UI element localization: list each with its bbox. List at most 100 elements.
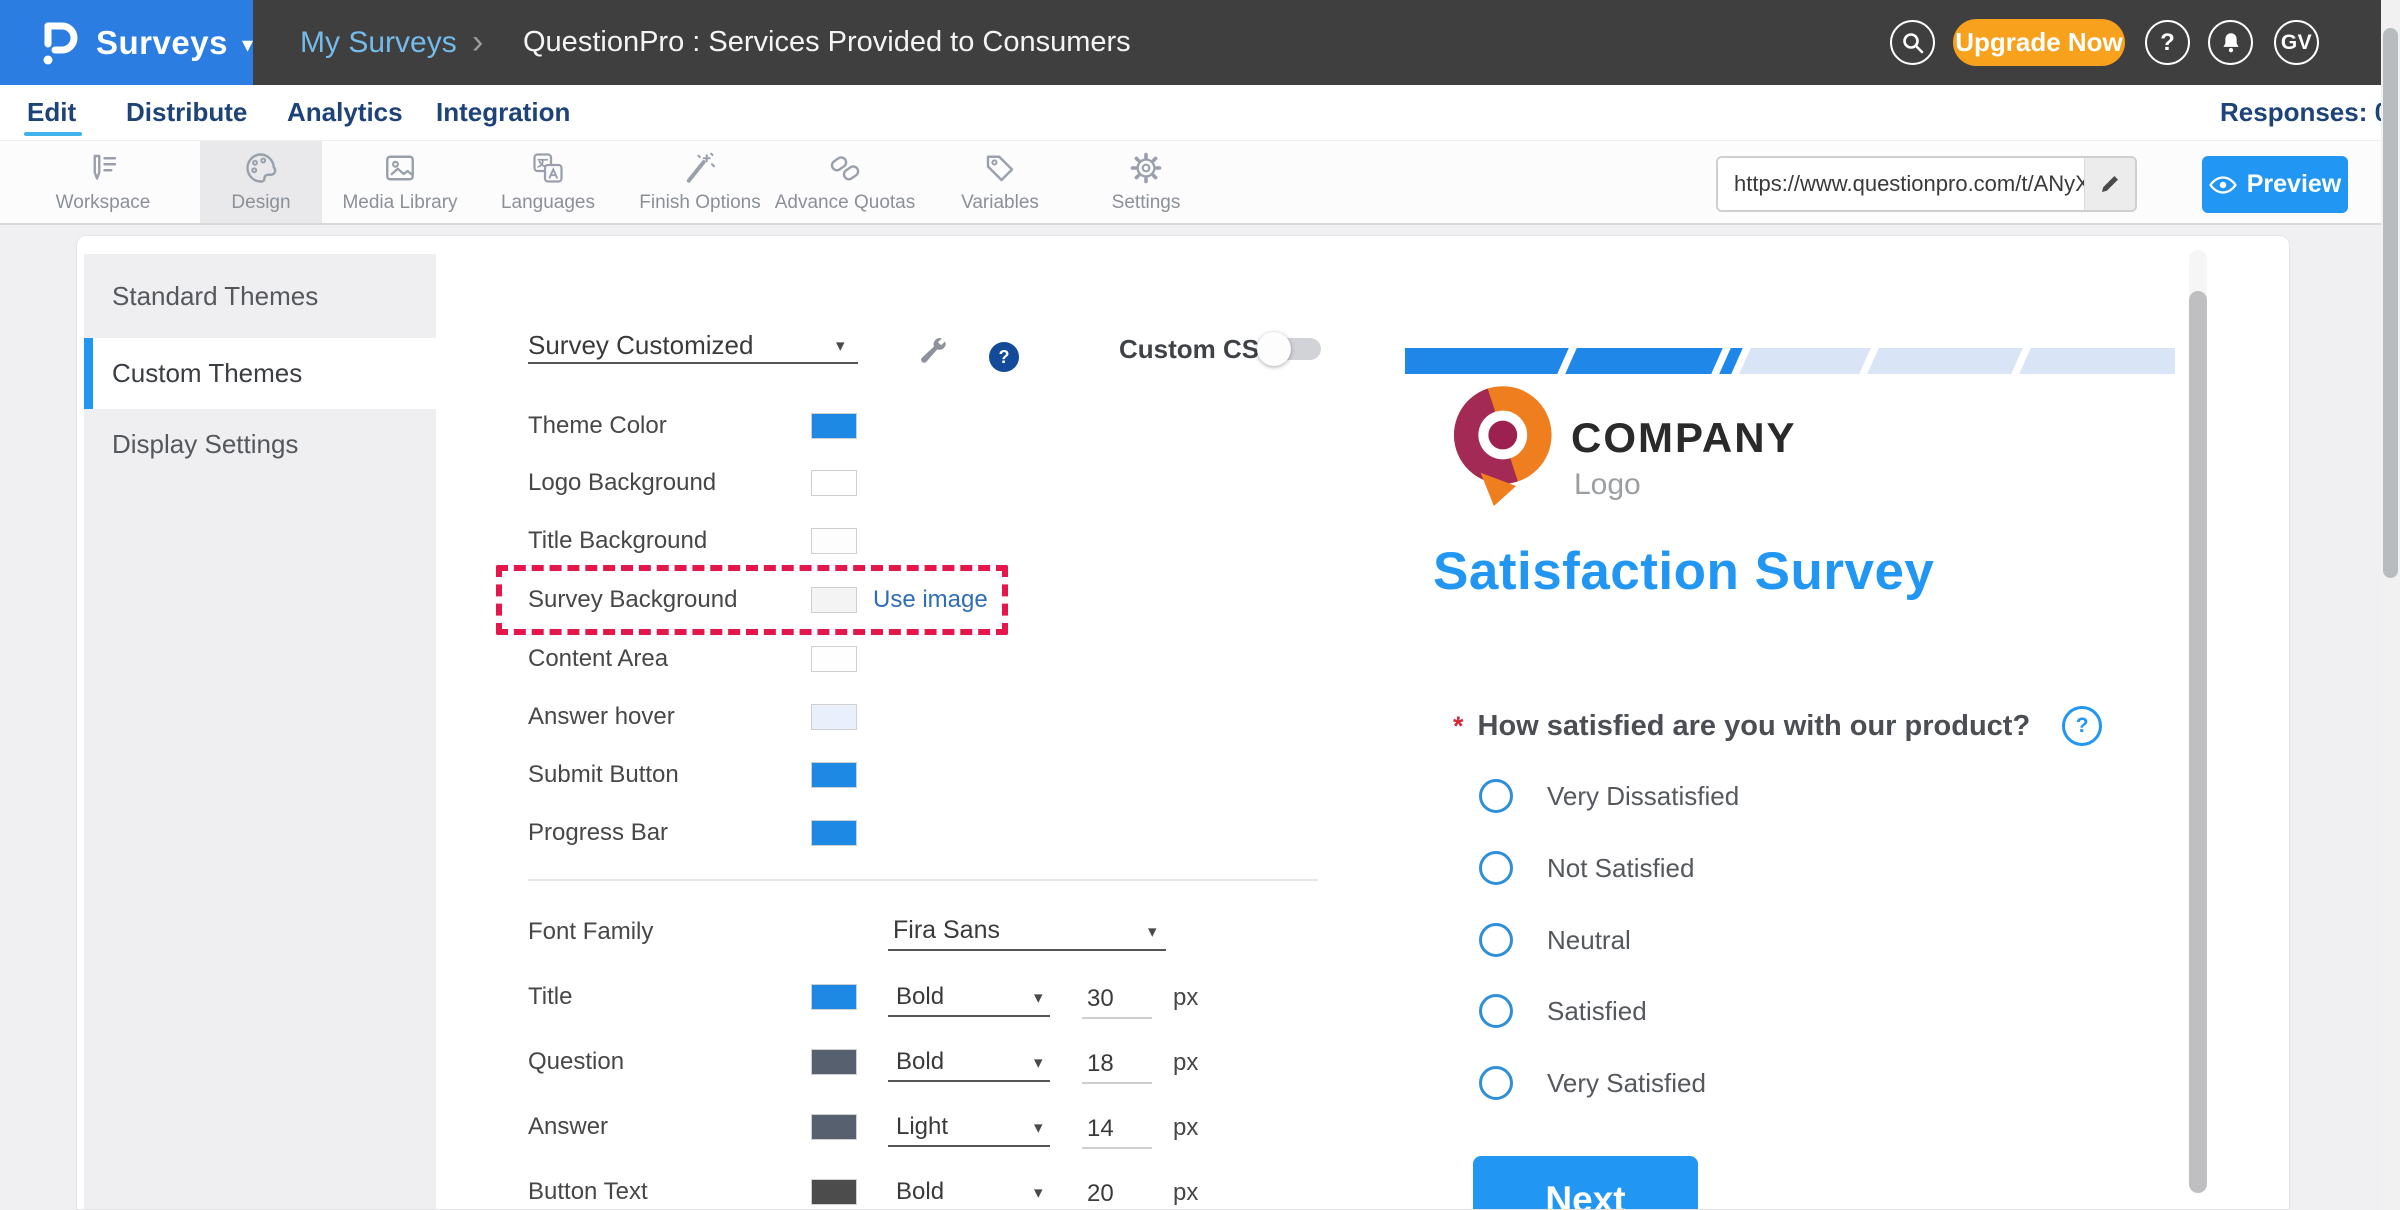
- search-icon: [1902, 32, 1923, 53]
- question-color-swatch[interactable]: [811, 1049, 857, 1075]
- answer-option-row: Not Satisfied: [1479, 851, 1694, 885]
- tag-icon: [986, 155, 1014, 182]
- tab-integration[interactable]: Integration: [436, 97, 571, 127]
- toolbar-item-advance-quotas[interactable]: Advance Quotas: [767, 141, 923, 223]
- chevron-down-icon: ▾: [1034, 1183, 1043, 1202]
- sidebar-item-custom-themes[interactable]: Custom Themes: [84, 338, 436, 409]
- color-row-label: Logo Background: [528, 469, 717, 496]
- chain-links-icon: [830, 156, 860, 181]
- submit-button-swatch[interactable]: [811, 762, 857, 788]
- themes-sidebar: Standard Themes Custom Themes Display Se…: [84, 254, 436, 1209]
- answer-hover-swatch[interactable]: [811, 704, 857, 730]
- radio-button[interactable]: [1479, 851, 1513, 885]
- toolbar-item-workspace[interactable]: Workspace: [33, 141, 173, 223]
- toolbar-item-languages[interactable]: Languages: [478, 141, 618, 223]
- font-row-label: Question: [528, 1048, 625, 1075]
- title-weight-select[interactable]: Bold ▾: [896, 983, 1066, 1011]
- page-scrollbar-thumb[interactable]: [2383, 28, 2398, 578]
- breadcrumb-my-surveys[interactable]: My Surveys: [300, 25, 457, 59]
- highlight-annotation-box: [496, 565, 1008, 635]
- toolbar-item-media-library[interactable]: Media Library: [330, 141, 470, 223]
- help-button[interactable]: ?: [2145, 20, 2190, 65]
- preview-button[interactable]: Preview: [2202, 156, 2348, 213]
- responses-count: Responses: 0: [2220, 97, 2390, 127]
- answer-color-swatch[interactable]: [811, 1114, 857, 1140]
- button-text-size-input[interactable]: 20: [1087, 1180, 1114, 1207]
- avatar[interactable]: GV: [2274, 20, 2319, 65]
- font-row-label: Button Text: [528, 1178, 648, 1205]
- notifications-button[interactable]: [2208, 20, 2253, 65]
- surveys-product-menu[interactable]: Surveys ▾: [0, 0, 253, 85]
- active-item-indicator: [84, 338, 93, 409]
- custom-css-toggle[interactable]: [1257, 328, 1327, 368]
- theme-help-button[interactable]: ?: [989, 342, 1019, 372]
- font-row-label: Title: [528, 983, 573, 1010]
- toolbar-item-label: Workspace: [55, 192, 151, 213]
- company-logo-title: COMPANY: [1571, 414, 1797, 461]
- theme-color-swatch[interactable]: [811, 413, 857, 439]
- survey-preview-title: Satisfaction Survey: [1433, 542, 1935, 601]
- gear-icon: [1130, 152, 1162, 184]
- font-family-underline: [888, 949, 1166, 951]
- custom-css-label: Custom CSS: [1119, 334, 1277, 364]
- survey-background-swatch[interactable]: [811, 587, 857, 613]
- toolbar-item-finish-options[interactable]: Finish Options: [622, 141, 778, 223]
- preview-button-label: Preview: [2246, 170, 2342, 198]
- answer-option-row: Very Dissatisfied: [1479, 779, 1739, 813]
- questionpro-logo-icon: [43, 22, 78, 64]
- survey-progress-bar: [1405, 348, 2175, 374]
- search-button[interactable]: [1890, 20, 1935, 65]
- content-area-swatch[interactable]: [811, 646, 857, 672]
- option-label[interactable]: Not Satisfied: [1547, 852, 1695, 883]
- next-button[interactable]: Next: [1473, 1156, 1698, 1209]
- answer-weight-select[interactable]: Light ▾: [896, 1113, 1066, 1141]
- logo-background-swatch[interactable]: [811, 470, 857, 496]
- radio-button[interactable]: [1479, 923, 1513, 957]
- font-family-select[interactable]: Fira Sans ▾: [893, 916, 1163, 945]
- weight-value: Bold: [896, 1048, 945, 1075]
- option-label[interactable]: Very Satisfied: [1547, 1067, 1706, 1098]
- sidebar-item-standard-themes[interactable]: Standard Themes: [112, 280, 319, 311]
- toolbar-item-settings[interactable]: Settings: [1076, 141, 1216, 223]
- progress-bar-swatch[interactable]: [811, 820, 857, 846]
- question-size-input[interactable]: 18: [1087, 1050, 1114, 1077]
- chevron-down-icon: ▾: [1034, 988, 1043, 1007]
- font-row-label: Answer: [528, 1113, 609, 1140]
- theme-edit-button[interactable]: [915, 334, 951, 375]
- button-text-color-swatch[interactable]: [811, 1179, 857, 1205]
- radio-button[interactable]: [1479, 994, 1513, 1028]
- toolbar-item-label: Settings: [1111, 192, 1181, 213]
- answer-option-row: Neutral: [1479, 923, 1631, 957]
- magic-wand-icon: [686, 152, 715, 183]
- option-label[interactable]: Neutral: [1547, 924, 1631, 955]
- radio-button[interactable]: [1479, 779, 1513, 813]
- preview-scrollbar-thumb[interactable]: [2189, 291, 2207, 1193]
- survey-url-input[interactable]: [1718, 158, 2084, 210]
- title-size-input[interactable]: 30: [1087, 985, 1114, 1012]
- option-label[interactable]: Satisfied: [1547, 995, 1647, 1026]
- upgrade-now-button[interactable]: Upgrade Now: [1953, 19, 2125, 66]
- use-image-link[interactable]: Use image: [873, 586, 988, 613]
- toolbar-item-variables[interactable]: Variables: [930, 141, 1070, 223]
- question-mark-icon: ?: [2160, 28, 2175, 56]
- title-color-swatch[interactable]: [811, 984, 857, 1010]
- theme-select[interactable]: Survey Customized ▾: [528, 330, 858, 361]
- tab-edit[interactable]: Edit: [27, 97, 77, 127]
- toolbar-item-design[interactable]: Design: [200, 141, 322, 223]
- color-row-label: Submit Button: [528, 761, 679, 788]
- radio-button[interactable]: [1479, 1066, 1513, 1100]
- toolbar-item-label: Design: [231, 192, 291, 213]
- tab-analytics[interactable]: Analytics: [287, 97, 403, 127]
- sidebar-item-label: Custom Themes: [112, 358, 303, 388]
- option-label[interactable]: Very Dissatisfied: [1547, 780, 1740, 811]
- size-underline: [1082, 1082, 1152, 1084]
- tab-distribute[interactable]: Distribute: [126, 97, 248, 127]
- question-weight-select[interactable]: Bold ▾: [896, 1048, 1066, 1076]
- edit-url-button[interactable]: [2084, 158, 2135, 210]
- title-background-swatch[interactable]: [811, 528, 857, 554]
- answer-size-input[interactable]: 14: [1087, 1115, 1114, 1142]
- question-mark-icon: ?: [2075, 714, 2089, 737]
- question-help-button[interactable]: ?: [2062, 706, 2103, 746]
- button-text-weight-select[interactable]: Bold ▾: [896, 1178, 1066, 1206]
- sidebar-item-display-settings[interactable]: Display Settings: [112, 428, 299, 459]
